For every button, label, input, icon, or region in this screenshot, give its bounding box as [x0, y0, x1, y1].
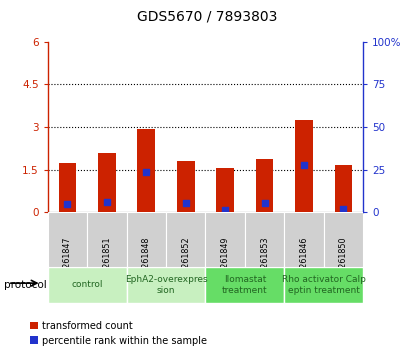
Bar: [284, 212, 324, 267]
Bar: [48, 267, 127, 303]
Text: GSM1261851: GSM1261851: [103, 237, 111, 290]
Text: GSM1261846: GSM1261846: [300, 237, 308, 290]
Text: protocol: protocol: [4, 280, 47, 290]
Bar: [284, 267, 363, 303]
Bar: [166, 212, 205, 267]
Point: [340, 206, 347, 212]
Bar: [334, 166, 352, 212]
Bar: [205, 212, 245, 267]
Bar: [324, 212, 363, 267]
Bar: [216, 168, 234, 212]
Bar: [98, 153, 116, 212]
Bar: [87, 212, 127, 267]
Bar: [48, 212, 87, 267]
Legend: transformed count, percentile rank within the sample: transformed count, percentile rank withi…: [30, 321, 208, 346]
Point: [261, 200, 268, 205]
Text: GDS5670 / 7893803: GDS5670 / 7893803: [137, 9, 278, 23]
Point: [143, 169, 150, 175]
Text: GSM1261847: GSM1261847: [63, 237, 72, 290]
Text: GSM1261850: GSM1261850: [339, 237, 348, 290]
Point: [222, 208, 229, 213]
Text: control: control: [71, 281, 103, 289]
Bar: [127, 267, 205, 303]
Bar: [127, 212, 166, 267]
Text: Rho activator Calp
eptin treatment: Rho activator Calp eptin treatment: [282, 275, 366, 295]
Bar: [295, 120, 313, 212]
Text: GSM1261853: GSM1261853: [260, 237, 269, 290]
Text: Ilomastat
treatment: Ilomastat treatment: [222, 275, 268, 295]
Text: GSM1261852: GSM1261852: [181, 237, 190, 290]
Text: GSM1261848: GSM1261848: [142, 237, 151, 290]
Point: [104, 199, 110, 204]
Point: [183, 200, 189, 206]
Bar: [137, 129, 155, 212]
Bar: [256, 159, 273, 212]
Bar: [245, 212, 284, 267]
Text: GSM1261849: GSM1261849: [221, 237, 229, 290]
Point: [300, 162, 307, 167]
Bar: [177, 161, 195, 212]
Text: EphA2-overexpres
sion: EphA2-overexpres sion: [124, 275, 208, 295]
Point: [64, 201, 71, 207]
Bar: [59, 163, 76, 212]
Bar: [205, 267, 284, 303]
